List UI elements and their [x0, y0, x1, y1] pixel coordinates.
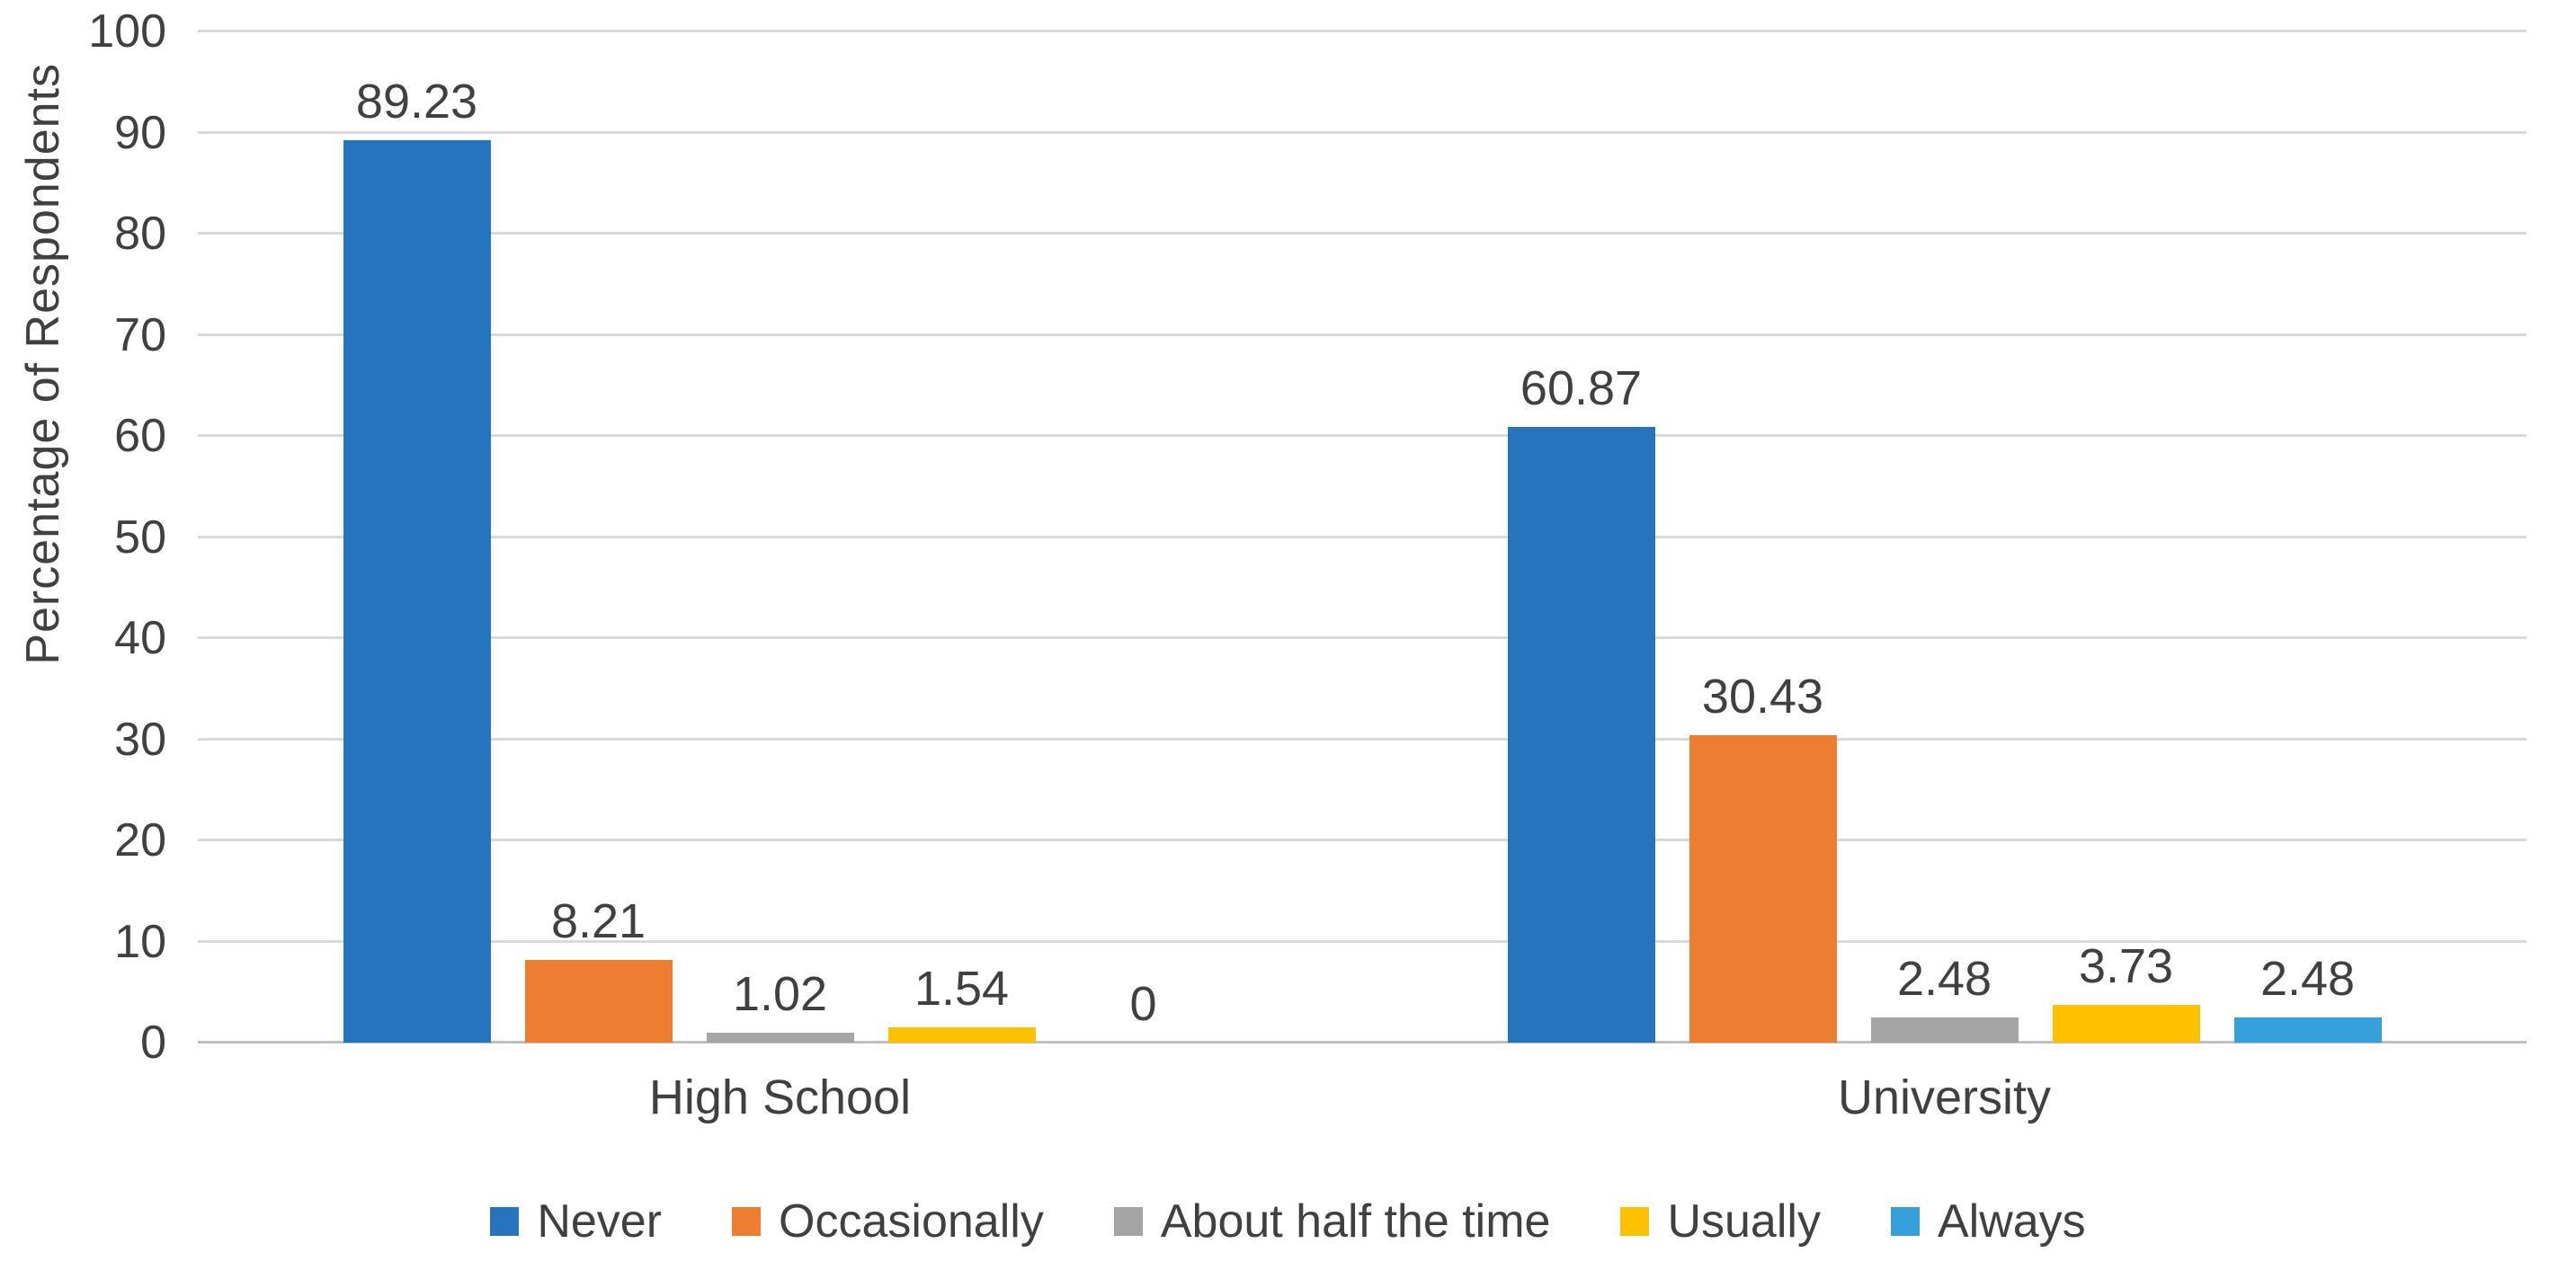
data-label: 89.23: [355, 75, 478, 129]
y-axis-ticks: 0 10 20 30 40 50 60 70 80 90 100: [85, 8, 198, 1066]
bar-slot: 1.02: [706, 31, 854, 1043]
bar-about-half-the-time: [706, 1032, 854, 1043]
y-tick-label: 70: [114, 308, 166, 361]
legend-swatch-about-half-the-time: [1113, 1206, 1143, 1236]
bar-always: [2233, 1017, 2382, 1043]
gridline: [198, 839, 2527, 841]
legend: Never Occasionally About half the time Usua…: [0, 1141, 2576, 1288]
legend-swatch-occasionally: [732, 1206, 762, 1236]
data-label: 8.21: [550, 893, 646, 948]
bar-slot: 30.43: [1689, 31, 1837, 1043]
bar-slot: 60.87: [1507, 31, 1655, 1043]
x-axis-line: [198, 1041, 2527, 1044]
data-label: 30.43: [1701, 669, 1824, 724]
gridline: [198, 232, 2527, 235]
y-tick-label: 90: [114, 106, 166, 159]
bar-group-high-school: 89.23 8.21 1.02 1.54 0: [198, 31, 1362, 1043]
y-tick-label: 20: [114, 814, 166, 866]
bar-about-half-the-time: [1870, 1017, 2019, 1043]
gridline: [198, 434, 2527, 437]
gridline: [198, 535, 2527, 538]
bar-never: [1507, 427, 1655, 1043]
legend-item-always: Always: [1890, 1195, 2086, 1248]
bar-slot: 2.48: [2233, 31, 2382, 1043]
y-tick-label: 50: [114, 511, 166, 564]
gridlines: [198, 30, 2527, 1044]
plot-area: 89.23 8.21 1.02 1.54 0 60.87 30.43 2.48 3.73 2.48: [198, 30, 2527, 1044]
bar-occasionally: [1689, 734, 1837, 1043]
bar-groups: 89.23 8.21 1.02 1.54 0 60.87 30.43 2.48 3.73 2.48: [198, 31, 2527, 1043]
y-tick-label: 10: [114, 915, 166, 968]
bar-slot: 0: [1070, 31, 1217, 1043]
data-label: 2.48: [1896, 952, 1992, 1007]
data-label: 1.02: [732, 966, 828, 1021]
legend-swatch-usually: [1620, 1206, 1650, 1236]
legend-item-usually: Usually: [1620, 1195, 1821, 1248]
bar-usually: [2052, 1005, 2200, 1043]
category-label-university: University: [1837, 1070, 2052, 1124]
y-tick-label: 60: [114, 410, 166, 462]
bar-slot: 3.73: [2052, 31, 2200, 1043]
gridline: [198, 737, 2527, 741]
bar-slot: 2.48: [1870, 31, 2019, 1043]
gridline: [198, 30, 2527, 32]
gridline: [198, 130, 2527, 134]
data-label: 60.87: [1520, 361, 1643, 416]
y-tick-label: 0: [140, 1017, 166, 1069]
bar-usually: [887, 1026, 1036, 1043]
legend-swatch-never: [490, 1206, 520, 1236]
data-label: 0: [1129, 977, 1157, 1031]
y-tick-label: 40: [114, 612, 166, 664]
bar-never: [343, 140, 491, 1043]
x-axis-labels: High School University: [198, 1043, 2527, 1141]
legend-item-occasionally: Occasionally: [732, 1195, 1044, 1248]
y-tick-label: 80: [114, 208, 166, 260]
bar-slot: 1.54: [887, 31, 1036, 1043]
legend-label: Always: [1937, 1195, 2086, 1248]
data-label: 2.48: [2260, 952, 2356, 1007]
legend-label: Never: [537, 1195, 663, 1248]
gridline: [198, 939, 2527, 943]
gridline: [198, 333, 2527, 336]
bar-group-university: 60.87 30.43 2.48 3.73 2.48: [1362, 31, 2527, 1043]
legend-label: Usually: [1667, 1195, 1821, 1248]
bar-slot: 8.21: [524, 31, 673, 1043]
y-tick-label: 100: [88, 5, 166, 58]
bar-slot: 89.23: [343, 31, 491, 1043]
y-axis-title-area: Percentage of Respondents: [0, 31, 85, 1043]
legend-item-never: Never: [490, 1195, 662, 1248]
y-axis-title: Percentage of Respondents: [16, 63, 69, 665]
gridline: [198, 636, 2527, 639]
legend-swatch-always: [1890, 1206, 1920, 1236]
data-label: 3.73: [2078, 939, 2174, 994]
y-tick-label: 30: [114, 713, 166, 766]
legend-label: About half the time: [1160, 1195, 1551, 1248]
bar-occasionally: [524, 959, 673, 1043]
legend-item-about-half-the-time: About half the time: [1113, 1195, 1551, 1248]
legend-label: Occasionally: [779, 1195, 1044, 1248]
data-label: 1.54: [914, 961, 1010, 1016]
category-label-high-school: High School: [648, 1070, 912, 1124]
